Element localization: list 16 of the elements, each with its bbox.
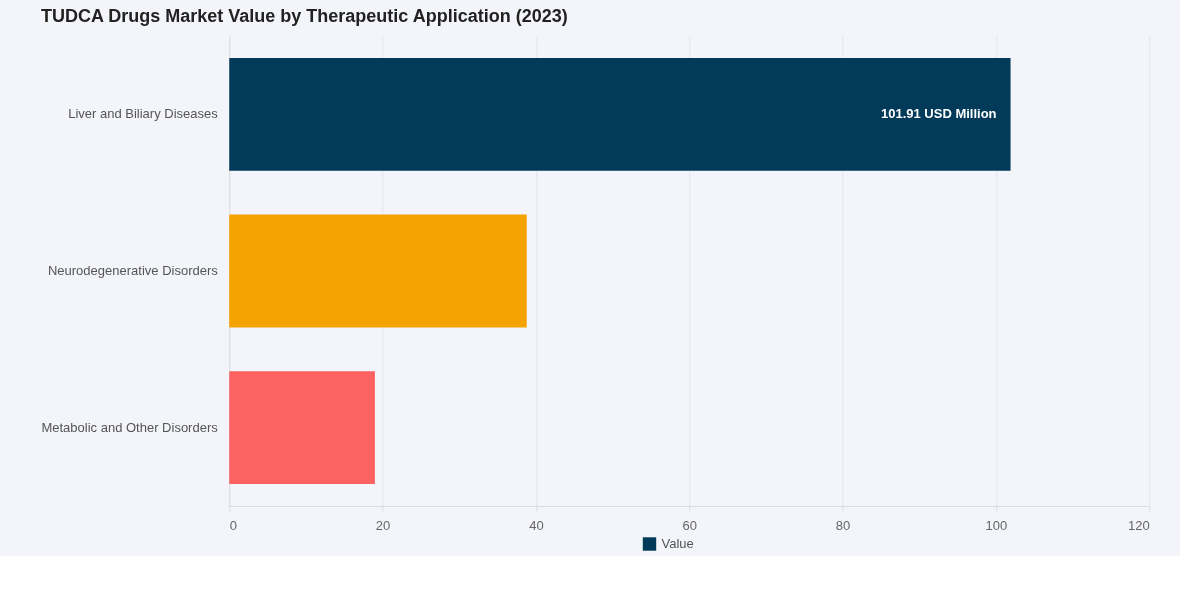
- y-tick-label: Neurodegenerative Disorders: [47, 263, 219, 278]
- x-tick-label: 20: [375, 517, 391, 533]
- x-tick-label: 0: [229, 517, 237, 533]
- legend-label: Value: [661, 536, 694, 551]
- x-tick-label: 100: [985, 517, 1008, 533]
- chart-title: TUDCA Drugs Market Value by Therapeutic Application (2023): [40, 6, 568, 26]
- x-tick-label: 40: [529, 517, 544, 533]
- bar: [229, 57, 1011, 171]
- x-tick-label: 80: [835, 517, 851, 533]
- text: 101.91 USD Million: [880, 106, 997, 122]
- x-tick-label: 60: [682, 517, 697, 533]
- x-tick-label: 120: [1128, 517, 1150, 533]
- y-tick-label: Metabolic and Other Disorders: [41, 419, 219, 435]
- bar: [229, 214, 527, 328]
- bar: [229, 371, 375, 485]
- y-tick-label: Liver and Biliary Diseases: [68, 106, 219, 122]
